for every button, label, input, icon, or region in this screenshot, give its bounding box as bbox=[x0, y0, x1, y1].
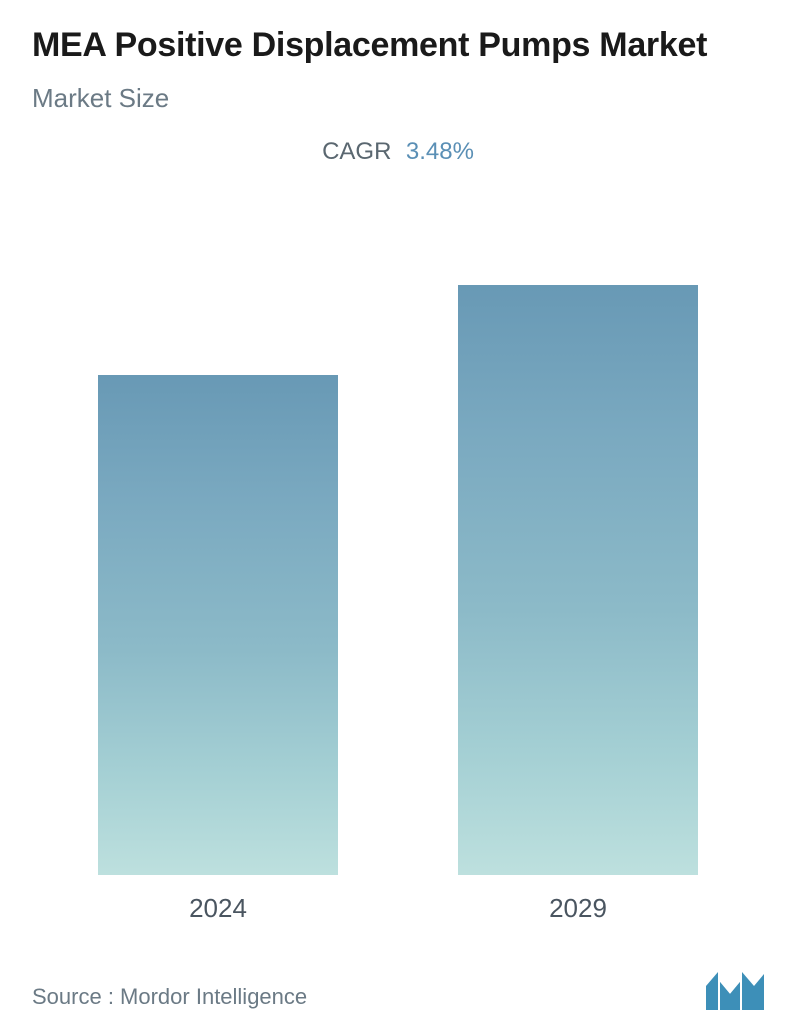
source-text: Source : Mordor Intelligence bbox=[32, 984, 307, 1010]
brand-logo-icon bbox=[706, 972, 764, 1010]
chart-container: MEA Positive Displacement Pumps Market M… bbox=[0, 0, 796, 1034]
footer: Source : Mordor Intelligence bbox=[32, 954, 764, 1010]
bar-2024 bbox=[98, 375, 338, 875]
bar-2029 bbox=[458, 285, 698, 875]
chart-subtitle: Market Size bbox=[32, 83, 764, 114]
bar-label-2024: 2024 bbox=[189, 893, 247, 924]
chart-title: MEA Positive Displacement Pumps Market bbox=[32, 24, 764, 67]
cagr-row: CAGR 3.48% bbox=[32, 138, 764, 166]
cagr-label: CAGR bbox=[322, 138, 391, 165]
cagr-value: 3.48% bbox=[406, 138, 474, 165]
bar-group-2029: 2029 bbox=[458, 285, 698, 924]
chart-area: 2024 2029 bbox=[32, 214, 764, 945]
bar-label-2029: 2029 bbox=[549, 893, 607, 924]
bar-group-2024: 2024 bbox=[98, 375, 338, 924]
